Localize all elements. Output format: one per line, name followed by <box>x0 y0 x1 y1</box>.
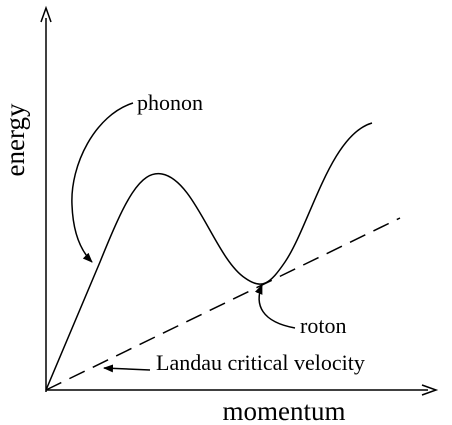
y-axis-arrow-icon <box>40 5 52 23</box>
landau-critical-velocity-line <box>45 217 401 391</box>
x-axis-label: momentum <box>223 396 346 425</box>
phonon-arrow <box>71 102 134 263</box>
phonon-label: phonon <box>137 90 203 115</box>
dispersion-curve <box>45 122 373 391</box>
roton-arrow <box>254 284 296 329</box>
landau-label: Landau critical velocity <box>156 350 365 375</box>
roton-label: roton <box>300 313 346 338</box>
x-axis-arrow-icon <box>421 384 439 396</box>
landau-arrow <box>103 364 151 373</box>
y-axis-label: energy <box>0 103 30 176</box>
